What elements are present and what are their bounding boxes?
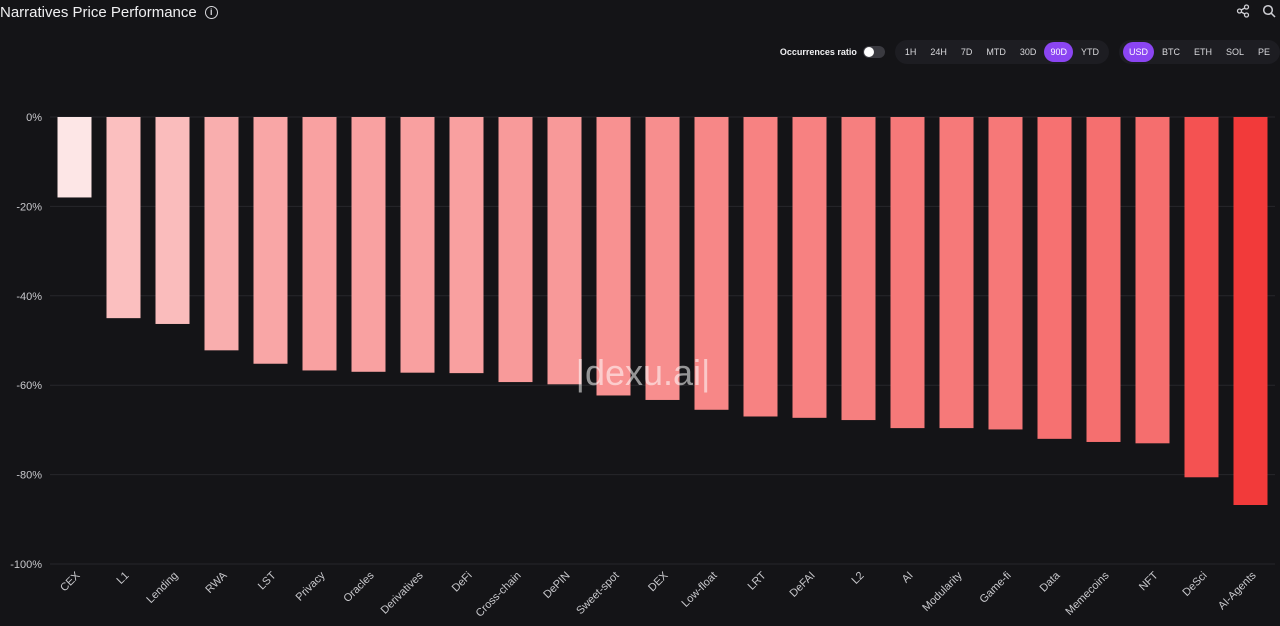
bar-derivatives[interactable]	[400, 117, 435, 373]
bar-data[interactable]	[1037, 117, 1072, 439]
bar-lending[interactable]	[155, 117, 190, 324]
bar-defi[interactable]	[449, 117, 484, 374]
bar-cross-chain[interactable]	[498, 117, 533, 383]
bar-desci[interactable]	[1184, 117, 1219, 478]
x-tick-label: Derivatives	[379, 569, 426, 616]
bar-sweet-spot[interactable]	[596, 117, 631, 396]
y-tick-label: 0%	[26, 112, 42, 124]
bar-lrt[interactable]	[743, 117, 778, 417]
x-tick-label: RWA	[203, 569, 230, 596]
x-tick-label: AI-Agents	[1216, 569, 1259, 612]
bar-modularity[interactable]	[939, 117, 974, 429]
x-tick-label: Sweet-spot	[574, 570, 621, 617]
bar-memecoins[interactable]	[1086, 117, 1121, 442]
occurrences-ratio-toggle[interactable]: Occurrences ratio	[780, 46, 885, 58]
timeframe-90d[interactable]: 90D	[1044, 42, 1073, 62]
bar-defai[interactable]	[792, 117, 827, 418]
bar-ai-agents[interactable]	[1233, 117, 1268, 505]
x-tick-label: Data	[1038, 569, 1064, 595]
x-tick-label: AI	[900, 570, 916, 586]
page-title: Narratives Price Performance	[0, 4, 197, 21]
x-tick-label: Low-float	[680, 570, 720, 610]
share-icon[interactable]	[1236, 4, 1250, 18]
toggle-switch[interactable]	[862, 46, 885, 58]
currency-pe[interactable]: PE	[1257, 47, 1270, 57]
bar-lst[interactable]	[253, 117, 288, 364]
x-tick-label: Privacy	[294, 569, 328, 603]
x-tick-label: Oracles	[341, 569, 377, 605]
currency-btc[interactable]: BTC	[1161, 47, 1180, 57]
currency-eth[interactable]: ETH	[1193, 47, 1212, 57]
currency-sol[interactable]: SOL	[1225, 47, 1244, 57]
timeframe-30d[interactable]: 30D	[1019, 47, 1037, 57]
timeframe-selector: 1H 24H 7D MTD 30D 90D YTD	[894, 40, 1109, 64]
x-tick-label: NFT	[1137, 569, 1161, 593]
bar-dex[interactable]	[645, 117, 680, 400]
x-tick-label: Cross-chain	[474, 570, 524, 620]
bar-nft[interactable]	[1135, 117, 1170, 444]
currency-selector: USD BTC ETH SOL PE	[1118, 40, 1280, 64]
y-tick-label: -100%	[10, 559, 42, 571]
timeframe-mtd[interactable]: MTD	[986, 47, 1006, 57]
bar-rwa[interactable]	[204, 117, 239, 351]
bar-l2[interactable]	[841, 117, 876, 421]
x-tick-label: Lending	[144, 570, 180, 606]
x-tick-label: CEX	[58, 569, 83, 594]
y-tick-label: -60%	[16, 380, 42, 392]
info-icon[interactable]: i	[204, 6, 218, 19]
timeframe-1h[interactable]: 1H	[904, 47, 917, 57]
x-tick-label: DeFi	[450, 570, 475, 595]
timeframe-24h[interactable]: 24H	[930, 47, 947, 57]
x-tick-label: DeFAI	[788, 570, 818, 600]
watermark: |dexu.ai|	[576, 352, 711, 393]
x-tick-label: DePIN	[541, 570, 572, 601]
bar-privacy[interactable]	[302, 117, 337, 371]
bar-depin[interactable]	[547, 117, 582, 385]
x-tick-label: L2	[849, 570, 866, 587]
bar-l1[interactable]	[106, 117, 141, 319]
search-icon[interactable]	[1262, 4, 1276, 18]
x-tick-label: LST	[256, 569, 279, 592]
x-tick-label: DEX	[646, 569, 671, 594]
bar-low-float[interactable]	[694, 117, 729, 410]
bar-chart: 0% -20% -40% -60% -80% -100% CEX L1 Lending RWA LS…	[10, 112, 1275, 620]
timeframe-7d[interactable]: 7D	[960, 47, 973, 57]
top-toolbar	[1236, 4, 1276, 18]
bar-game-fi[interactable]	[988, 117, 1023, 430]
y-tick-label: -40%	[16, 291, 42, 303]
x-tick-label: L1	[114, 570, 131, 587]
y-tick-label: -20%	[16, 201, 42, 213]
x-tick-label: Modularity	[920, 569, 965, 614]
chart-header: Narratives Price Performance i	[0, 4, 218, 21]
bar-oracles[interactable]	[351, 117, 386, 372]
x-tick-label: Game-fi	[977, 570, 1013, 606]
currency-usd[interactable]: USD	[1122, 42, 1154, 62]
x-tick-label: LRT	[746, 569, 769, 592]
x-tick-label: Memecoins	[1063, 569, 1112, 618]
bar-cex[interactable]	[57, 117, 92, 198]
y-tick-label: -80%	[16, 470, 42, 482]
chart-controls: Occurrences ratio 1H 24H 7D MTD 30D 90D YTD US…	[780, 40, 1280, 64]
timeframe-ytd[interactable]: YTD	[1080, 47, 1099, 57]
bar-ai[interactable]	[890, 117, 925, 429]
occurrences-ratio-label: Occurrences ratio	[779, 47, 857, 57]
x-tick-label: DeSci	[1180, 570, 1209, 599]
